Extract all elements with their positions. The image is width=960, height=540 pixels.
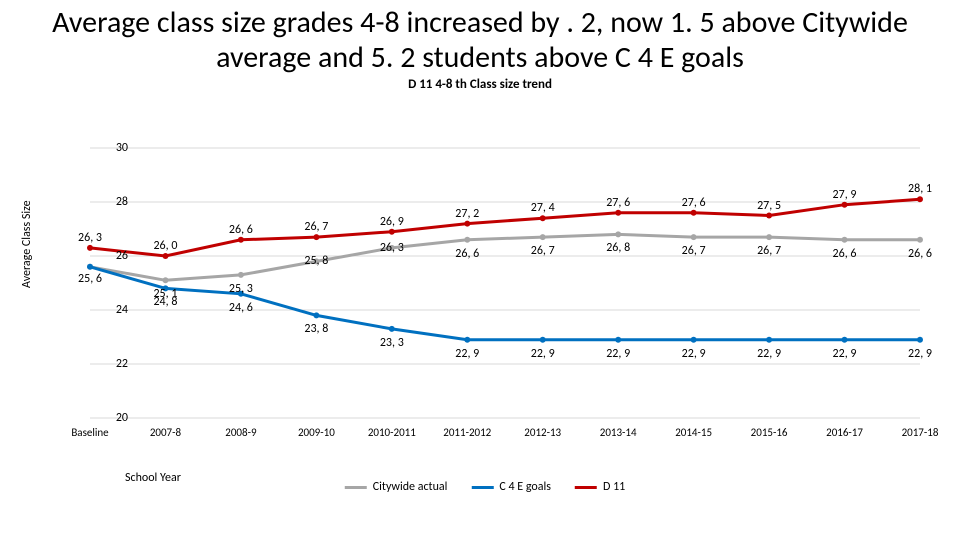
x-tick: 2017-18 bbox=[902, 426, 939, 439]
data-label: 26, 9 bbox=[380, 215, 404, 229]
legend-swatch bbox=[471, 486, 493, 489]
data-label: 28, 1 bbox=[908, 182, 932, 196]
x-tick: 2008-9 bbox=[225, 426, 256, 439]
data-label: 25, 3 bbox=[229, 282, 253, 296]
data-label: 25, 8 bbox=[304, 254, 328, 268]
data-label: 22, 9 bbox=[455, 347, 479, 361]
chart-subtitle: D 11 4-8 th Class size trend bbox=[0, 77, 960, 92]
y-tick: 24 bbox=[108, 303, 128, 317]
legend-label: D 11 bbox=[603, 480, 625, 494]
data-label: 27, 9 bbox=[833, 188, 857, 202]
data-label: 26, 6 bbox=[908, 247, 932, 261]
x-tick: Baseline bbox=[71, 426, 108, 439]
x-tick: 2013-14 bbox=[600, 426, 637, 439]
x-tick: 2012-13 bbox=[524, 426, 561, 439]
plot-area: 202224262830Baseline2007-82008-92009-102… bbox=[80, 138, 930, 448]
y-tick: 30 bbox=[108, 141, 128, 155]
data-label: 26, 7 bbox=[682, 244, 706, 258]
x-tick: 2015-16 bbox=[751, 426, 788, 439]
legend-item: Citywide actual bbox=[345, 480, 448, 494]
data-label: 26, 7 bbox=[531, 244, 555, 258]
legend: Citywide actual C 4 E goals D 11 bbox=[345, 480, 625, 494]
data-label: 22, 9 bbox=[531, 347, 555, 361]
data-label: 24, 8 bbox=[153, 295, 177, 309]
data-label: 22, 9 bbox=[908, 347, 932, 361]
chart-container: Average Class Size 202224262830Baseline2… bbox=[30, 138, 940, 498]
data-label: 27, 4 bbox=[531, 201, 555, 215]
data-label: 26, 7 bbox=[304, 220, 328, 234]
x-tick: 2011-2012 bbox=[443, 426, 491, 439]
legend-label: C 4 E goals bbox=[499, 480, 551, 494]
data-label: 22, 9 bbox=[833, 347, 857, 361]
legend-label: Citywide actual bbox=[373, 480, 448, 494]
legend-item: D 11 bbox=[575, 480, 625, 494]
y-axis-label: Average Class Size bbox=[20, 200, 34, 288]
data-label: 26, 6 bbox=[455, 247, 479, 261]
data-label: 23, 8 bbox=[304, 322, 328, 336]
data-label: 22, 9 bbox=[757, 347, 781, 361]
data-label: 26, 8 bbox=[606, 241, 630, 255]
data-label: 22, 9 bbox=[682, 347, 706, 361]
x-tick: 2007-8 bbox=[150, 426, 181, 439]
data-label: 26, 0 bbox=[153, 239, 177, 253]
x-tick: 2016-17 bbox=[826, 426, 863, 439]
data-label: 25, 6 bbox=[78, 272, 102, 286]
data-label: 27, 5 bbox=[757, 199, 781, 213]
legend-swatch bbox=[345, 486, 367, 489]
legend-swatch bbox=[575, 486, 597, 489]
y-tick: 28 bbox=[108, 195, 128, 209]
data-label: 22, 9 bbox=[606, 347, 630, 361]
data-label: 26, 3 bbox=[380, 241, 404, 255]
data-label: 26, 6 bbox=[229, 223, 253, 237]
data-label: 27, 2 bbox=[455, 207, 479, 221]
x-tick: 2014-15 bbox=[675, 426, 712, 439]
x-axis-label: School Year bbox=[125, 471, 181, 485]
x-tick: 2010-2011 bbox=[368, 426, 416, 439]
data-label: 23, 3 bbox=[380, 336, 404, 350]
y-tick: 22 bbox=[108, 357, 128, 371]
data-label: 26, 6 bbox=[833, 247, 857, 261]
data-label: 27, 6 bbox=[606, 196, 630, 210]
data-label: 26, 3 bbox=[78, 231, 102, 245]
page-title: Average class size grades 4-8 increased … bbox=[0, 0, 960, 75]
legend-item: C 4 E goals bbox=[471, 480, 551, 494]
y-tick: 20 bbox=[108, 411, 128, 425]
data-label: 26, 7 bbox=[757, 244, 781, 258]
x-tick: 2009-10 bbox=[298, 426, 335, 439]
data-label: 24, 6 bbox=[229, 301, 253, 315]
data-label: 27, 6 bbox=[682, 196, 706, 210]
y-tick: 26 bbox=[108, 249, 128, 263]
